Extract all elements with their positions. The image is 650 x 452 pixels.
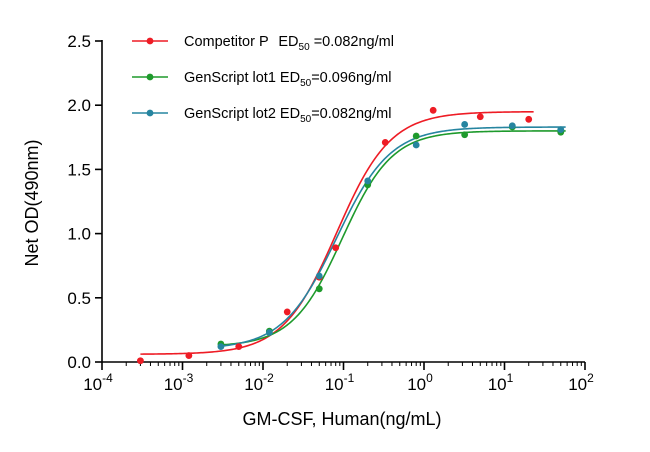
x-tick-label: 10-3 [164,371,194,394]
data-point [429,106,437,114]
y-tick-label: 1.5 [67,160,91,179]
x-tick-exponent: 2 [587,371,594,385]
y-tick-label: 0.5 [67,289,91,308]
y-tick-label: 1.0 [67,225,91,244]
data-point [476,113,484,121]
legend-series-name: GenScript lot2 [184,106,280,122]
x-tick-label: 10-4 [83,371,113,394]
data-point [381,139,389,146]
data-point [137,357,144,365]
legend-ed-prefix: ED [278,34,298,50]
fit-curve [140,110,534,355]
y-tick-label: 2.0 [67,96,91,115]
fit-curves [140,110,566,355]
legend-label: GenScript lot1 ED50=0.096ng/ml [184,70,391,89]
data-point [461,131,469,139]
legend-label: Competitor P ED50 =0.082ng/ml [184,34,394,53]
legend-series-name: GenScript lot1 [184,70,280,86]
legend-ed-value: =0.082ng/ml [311,106,391,122]
x-tick-label: 102 [568,371,594,394]
data-point [525,115,533,123]
legend-label: GenScript lot2 ED50=0.082ng/ml [184,106,391,125]
data-points [137,106,565,365]
legend-ed-prefix: ED [280,106,300,122]
legend-ed-value: =0.096ng/ml [311,70,391,86]
legend-series-name: Competitor P [184,34,272,50]
data-point [412,141,420,149]
y-tick-label: 2.5 [67,32,91,51]
x-tick-label: 10-2 [244,371,274,394]
data-point [235,343,243,350]
legend-marker [146,37,154,45]
data-point [315,272,323,280]
x-axis-title: GM-CSF, Human(ng/mL) [242,409,441,429]
x-tick-label: 101 [488,371,514,394]
x-tick-exponent: -1 [344,371,355,385]
fit-curve [220,130,566,346]
legend-ed-subscript: 50 [300,114,312,125]
data-point [283,308,291,316]
legend-marker [146,73,154,81]
legend-ed-value: =0.082ng/ml [310,34,394,50]
data-point [508,122,516,130]
fit-curve [220,126,566,347]
legend-ed-prefix: ED [280,70,300,86]
legend-ed-subscript: 50 [299,42,311,53]
axes: 0.00.51.01.52.02.510-4 10-3 10-2 10-1 100 101… [67,32,594,394]
y-tick-label: 0.0 [67,353,91,372]
x-tick-exponent: 0 [426,371,433,385]
data-point [557,126,565,133]
x-tick-label: 100 [407,371,433,394]
data-point [412,132,420,140]
y-axis-title: Net OD(490nm) [22,139,42,266]
data-point [461,121,469,128]
data-point [315,285,323,293]
data-point [185,352,193,359]
data-point [332,244,340,252]
legend-ed-subscript: 50 [300,78,312,89]
x-tick-label: 10-1 [325,371,355,394]
x-tick-exponent: -4 [102,371,113,385]
x-tick-exponent: -2 [263,371,274,385]
data-point [217,343,225,350]
x-tick-exponent: -3 [183,371,194,385]
legend-marker [146,109,154,117]
data-point [265,329,273,336]
data-point [364,177,372,185]
x-tick-exponent: 1 [507,371,514,385]
